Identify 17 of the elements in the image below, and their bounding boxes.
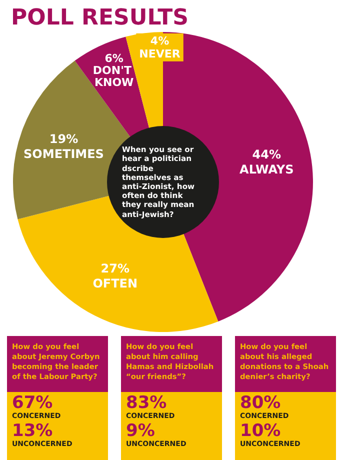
data-label: 6% xyxy=(104,52,124,66)
chart-title: POLL RESULTS xyxy=(11,6,188,30)
slice-label: SOMETIMES xyxy=(24,146,104,161)
slice-label: NEVER xyxy=(139,47,181,60)
slice-label: DON'T KNOW xyxy=(92,64,136,90)
data-label: 27% xyxy=(100,262,130,276)
text: 13% xyxy=(12,421,53,441)
data-label: 19% xyxy=(49,132,78,146)
data-label: 4% xyxy=(150,34,170,48)
slice-label: OFTEN xyxy=(92,276,138,290)
text: 10% xyxy=(240,421,281,441)
text: 9% xyxy=(126,421,155,441)
text: 80% xyxy=(240,393,281,413)
text: 83% xyxy=(126,393,167,413)
text: 67% xyxy=(12,393,53,413)
data-label: 44% xyxy=(252,148,281,162)
slice-label: ALWAYS xyxy=(240,162,294,177)
